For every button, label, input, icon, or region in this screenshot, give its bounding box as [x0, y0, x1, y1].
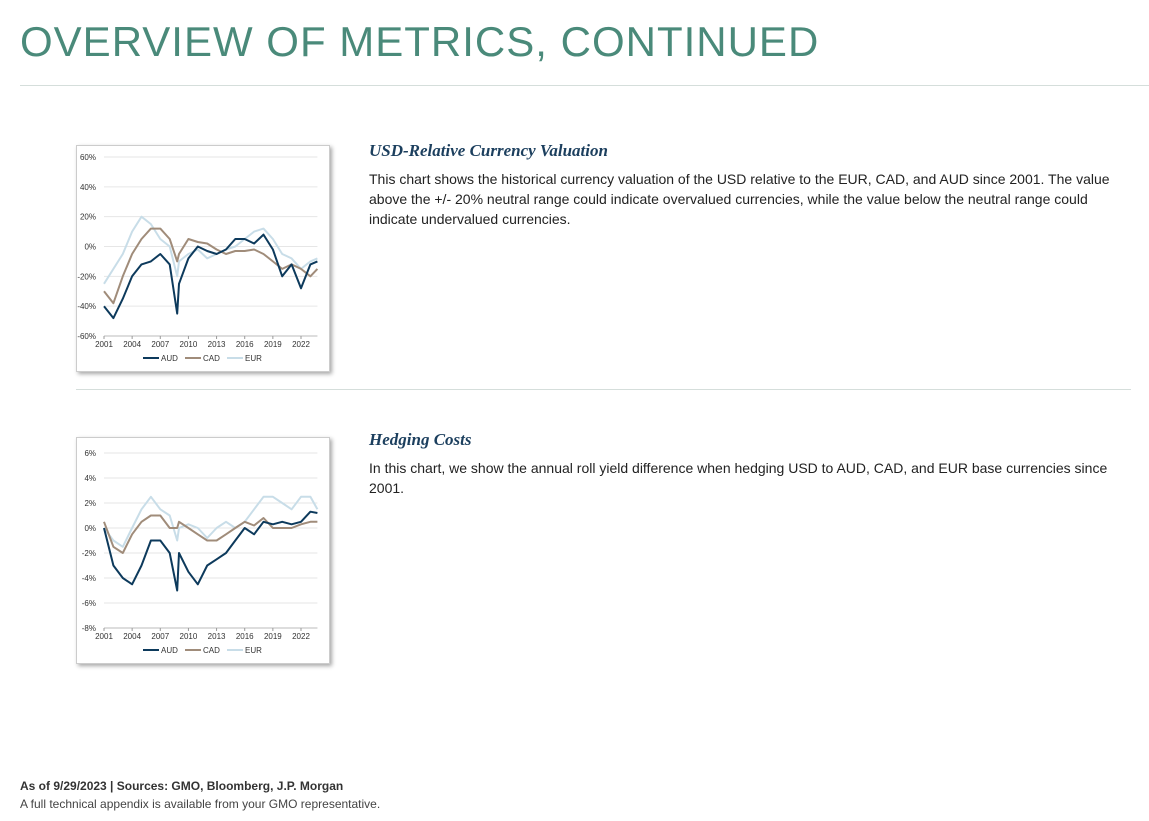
- x-tick-label: 2022: [292, 340, 310, 349]
- y-tick-label: -2%: [82, 549, 96, 558]
- legend-label: EUR: [245, 646, 262, 655]
- x-tick-label: 2004: [123, 632, 141, 641]
- title-rule: [20, 85, 1149, 86]
- y-tick-label: -40%: [77, 302, 96, 311]
- series-line: [103, 227, 319, 305]
- y-tick-label: 20%: [80, 213, 96, 222]
- x-tick-label: 2019: [264, 340, 282, 349]
- legend-label: CAD: [203, 646, 220, 655]
- y-tick-label: -60%: [77, 332, 96, 341]
- y-tick-label: 40%: [80, 183, 96, 192]
- section-text: This chart shows the historical currency…: [369, 171, 1110, 227]
- x-tick-label: 2022: [292, 632, 310, 641]
- chart-box: -8% -6% -4% -2% 0% 2% 4% 6% 2001 2004 2007 2010 2013…: [76, 437, 330, 664]
- y-tick-label: 0%: [84, 243, 96, 252]
- x-tick-label: 2013: [208, 632, 226, 641]
- page-title: OVERVIEW OF METRICS, CONTINUED: [20, 18, 820, 65]
- x-tick-label: 2010: [180, 340, 198, 349]
- y-tick-label: 60%: [80, 153, 96, 162]
- y-tick-label: -4%: [82, 574, 96, 583]
- y-tick-label: 4%: [84, 474, 96, 483]
- section-heading: USD-Relative Currency Valuation: [369, 141, 608, 160]
- y-tick-label: 2%: [84, 499, 96, 508]
- series-line: [103, 510, 318, 592]
- footer-note: A full technical appendix is available f…: [20, 797, 381, 811]
- x-tick-label: 2010: [180, 632, 198, 641]
- section-heading: Hedging Costs: [369, 430, 472, 449]
- legend-label: EUR: [245, 354, 262, 363]
- legend-label: CAD: [203, 354, 220, 363]
- y-tick-label: 0%: [84, 524, 96, 533]
- footer-source: As of 9/29/2023 | Sources: GMO, Bloomber…: [20, 779, 344, 793]
- x-tick-label: 2016: [236, 340, 254, 349]
- series-line: [103, 215, 318, 285]
- x-tick-label: 2019: [264, 632, 282, 641]
- x-tick-label: 2013: [208, 340, 226, 349]
- y-tick-label: -20%: [77, 272, 96, 281]
- x-tick-label: 2007: [151, 632, 169, 641]
- chart: -60% -40% -20% 0% 20% 40% 60% 2001 2004 2007 2010 2…: [77, 153, 319, 363]
- legend-label: AUD: [161, 354, 178, 363]
- series-line: [103, 514, 318, 554]
- chart-box: -60% -40% -20% 0% 20% 40% 60% 2001 2004 2007 2010 2…: [76, 145, 330, 372]
- legend-label: AUD: [161, 646, 178, 655]
- section-text: In this chart, we show the annual roll y…: [369, 460, 1108, 496]
- series-line: [103, 233, 318, 320]
- section-separator: [76, 389, 1131, 390]
- series-line: [103, 495, 319, 548]
- y-tick-label: -8%: [82, 624, 96, 633]
- y-tick-label: 6%: [84, 449, 96, 458]
- y-tick-label: -6%: [82, 599, 96, 608]
- chart: -8% -6% -4% -2% 0% 2% 4% 6% 2001 2004 2007 2010 2013…: [82, 449, 319, 655]
- x-tick-label: 2016: [236, 632, 254, 641]
- x-tick-label: 2004: [123, 340, 141, 349]
- x-tick-label: 2001: [95, 340, 113, 349]
- x-tick-label: 2001: [95, 632, 113, 641]
- x-tick-label: 2007: [151, 340, 169, 349]
